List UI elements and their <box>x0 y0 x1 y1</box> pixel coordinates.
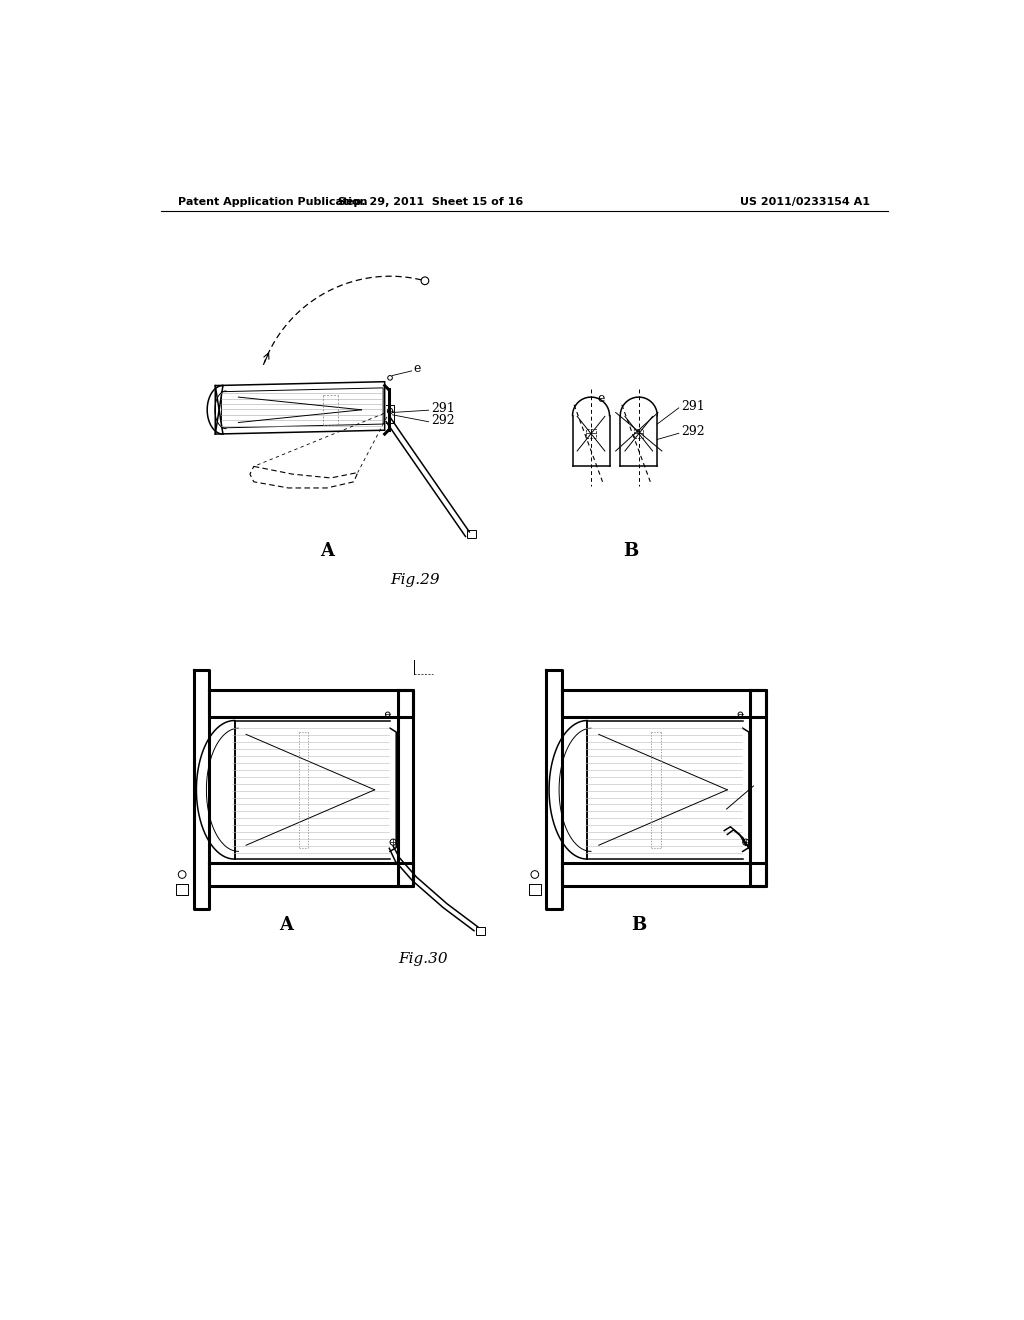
Bar <box>467 531 476 539</box>
Text: e: e <box>413 362 421 375</box>
Text: A: A <box>280 916 293 933</box>
Text: Fig.29: Fig.29 <box>390 573 440 587</box>
Text: 291: 291 <box>431 403 455 416</box>
Text: Fig.30: Fig.30 <box>398 952 447 966</box>
Bar <box>634 429 643 438</box>
Text: Sep. 29, 2011  Sheet 15 of 16: Sep. 29, 2011 Sheet 15 of 16 <box>338 197 523 206</box>
Bar <box>475 927 484 935</box>
Text: 292: 292 <box>681 425 705 438</box>
Text: 292: 292 <box>431 413 455 426</box>
Text: e: e <box>597 392 604 405</box>
Text: A: A <box>319 543 334 560</box>
Text: B: B <box>624 543 639 560</box>
Text: 291: 291 <box>681 400 705 413</box>
Text: US 2011/0233154 A1: US 2011/0233154 A1 <box>739 197 869 206</box>
Text: B: B <box>631 916 646 933</box>
Text: Patent Application Publication: Patent Application Publication <box>178 197 368 206</box>
Bar <box>587 429 596 438</box>
